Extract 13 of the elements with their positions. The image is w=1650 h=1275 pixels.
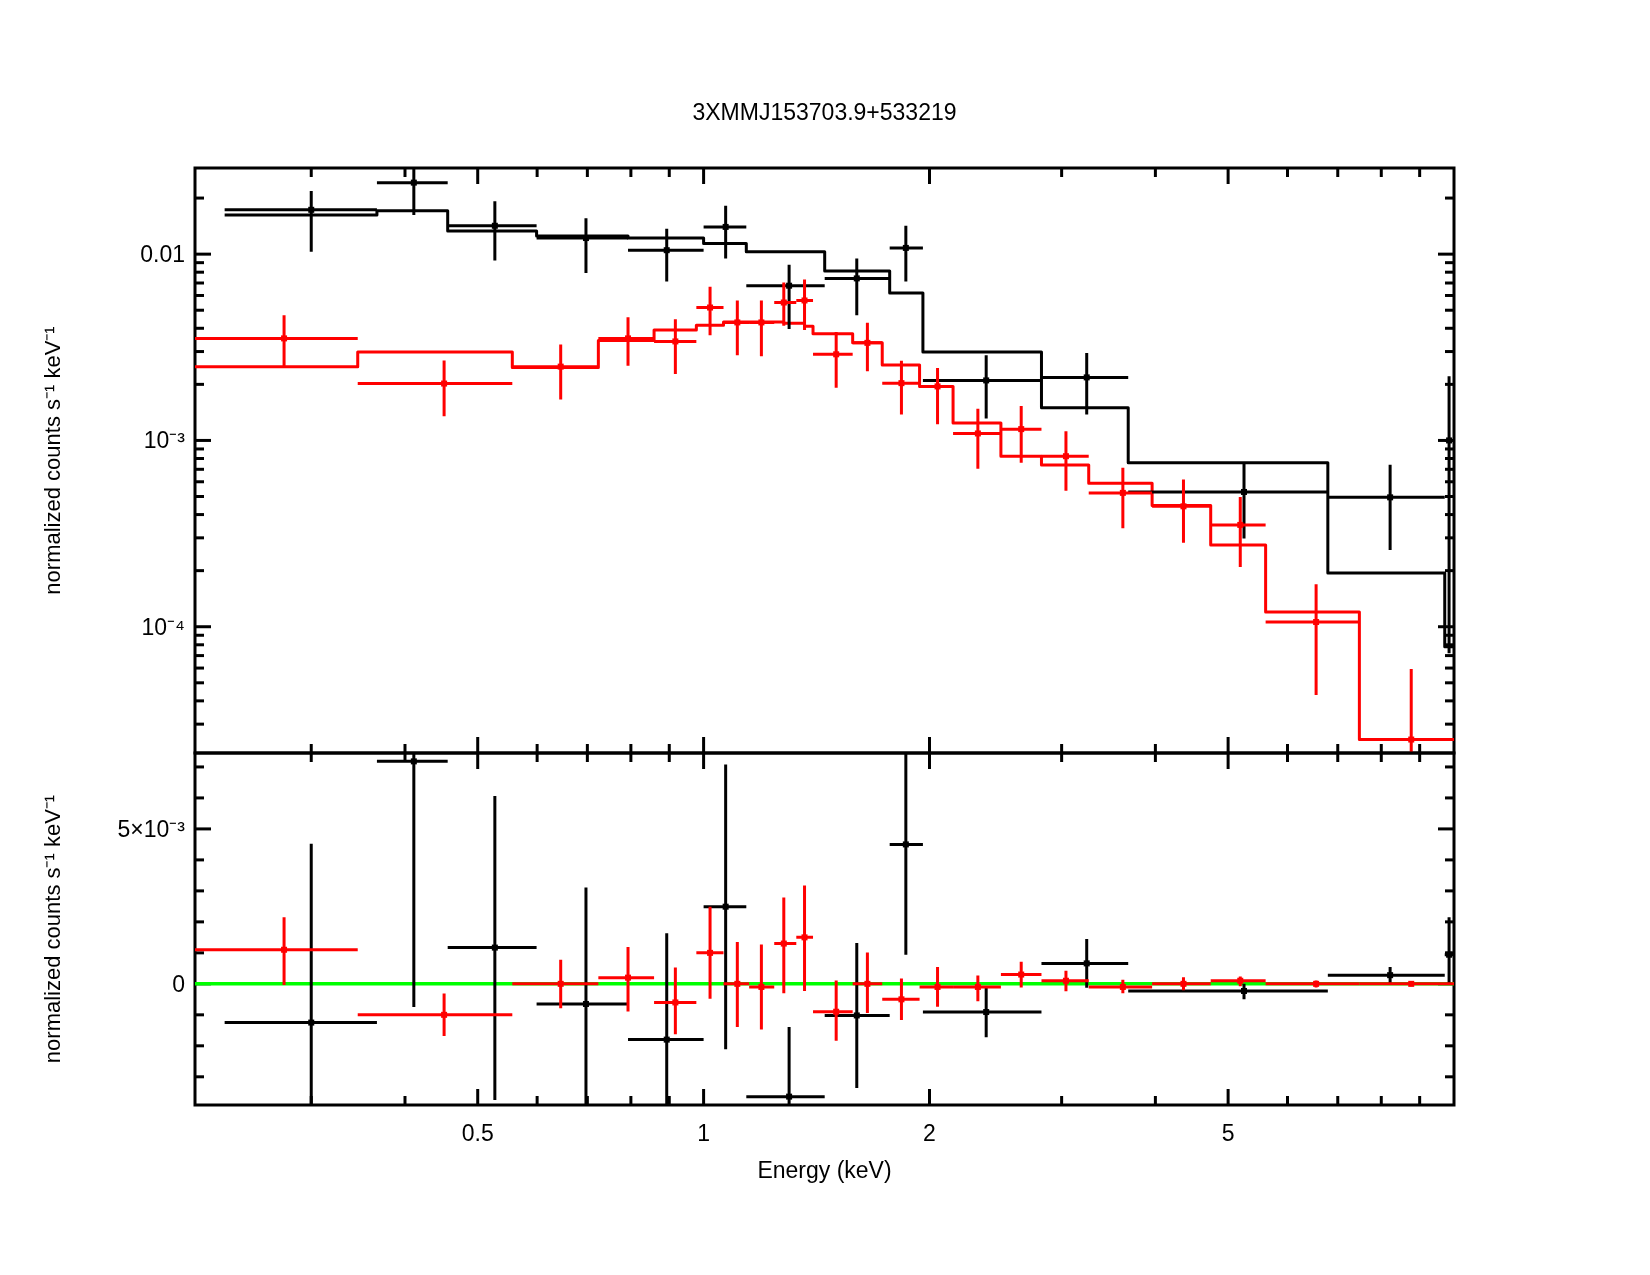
y-tick-label: 10⁻⁴: [141, 613, 185, 640]
x-axis-title: Energy (keV): [757, 1157, 892, 1183]
x-tick-label: 2: [923, 1120, 936, 1146]
y-tick-label: 0.01: [140, 241, 185, 268]
chart-title: 3XMMJ153703.9+533219: [692, 99, 957, 125]
x-tick-label: 1: [697, 1120, 710, 1146]
y-tick-label: 0: [172, 970, 185, 997]
y-tick-label: 5×10⁻³: [117, 815, 186, 842]
y-axis-title: normalized counts s⁻¹ keV⁻¹: [40, 326, 65, 595]
x-tick-label: 0.5: [461, 1120, 494, 1146]
x-tick-label: 5: [1221, 1120, 1235, 1146]
y-axis-title: normalized counts s⁻¹ keV⁻¹: [40, 794, 65, 1064]
y-tick-label: 10⁻³: [143, 427, 186, 454]
